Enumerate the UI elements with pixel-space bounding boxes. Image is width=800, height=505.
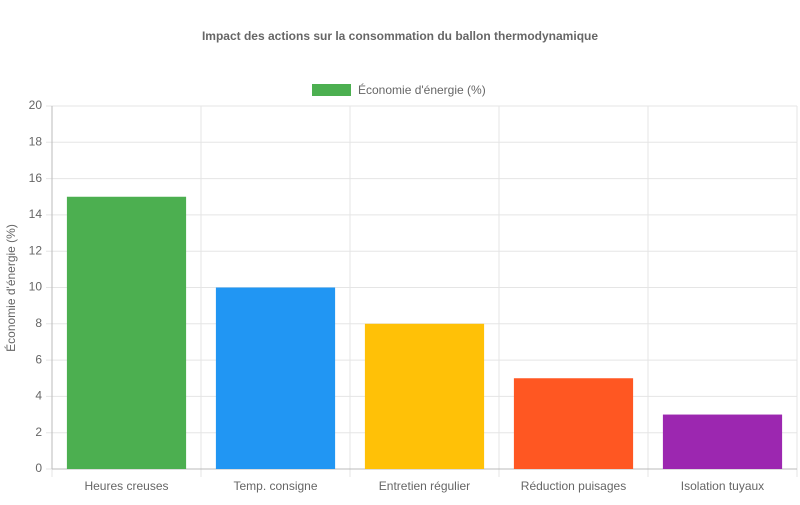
- legend-swatch: [312, 84, 351, 96]
- y-axis-label: Économie d'énergie (%): [3, 224, 18, 352]
- y-tick-label: 10: [29, 280, 43, 294]
- bar: [662, 414, 783, 469]
- x-tick-label: Temp. consigne: [233, 479, 317, 493]
- x-tick-label: Heures creuses: [84, 479, 168, 493]
- bar: [215, 287, 336, 469]
- y-tick-label: 12: [29, 243, 43, 257]
- legend-label: Économie d'énergie (%): [358, 82, 486, 97]
- x-tick-label: Entretien régulier: [379, 479, 470, 493]
- bar: [66, 196, 187, 469]
- y-tick-label: 18: [29, 134, 43, 148]
- x-tick-label: Isolation tuyaux: [681, 479, 764, 493]
- x-tick-label: Réduction puisages: [521, 479, 626, 493]
- y-tick-label: 4: [35, 389, 42, 403]
- y-tick-label: 2: [35, 425, 42, 439]
- y-tick-label: 8: [35, 316, 42, 330]
- y-tick-label: 16: [29, 171, 43, 185]
- y-tick-label: 0: [35, 461, 42, 475]
- y-tick-label: 20: [29, 98, 43, 112]
- chart-title: Impact des actions sur la consommation d…: [202, 29, 598, 43]
- bar: [513, 378, 634, 469]
- y-tick-label: 14: [29, 207, 43, 221]
- y-tick-label: 6: [35, 352, 42, 366]
- bar: [364, 323, 485, 469]
